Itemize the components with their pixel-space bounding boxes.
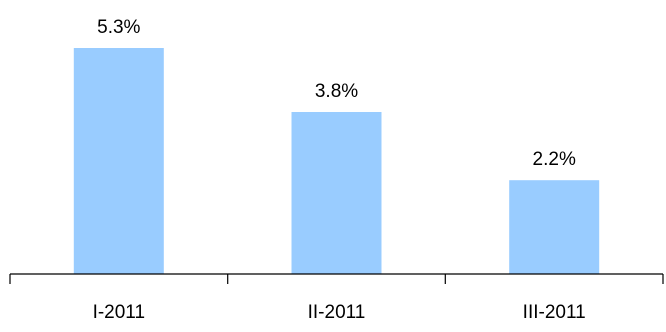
data-label-2: 3.8% [315, 81, 358, 102]
category-labels-group: I-2011 II-2011 III-2011 [93, 302, 586, 323]
category-label-2: II-2011 [308, 302, 366, 323]
bar-1 [73, 48, 164, 274]
category-label-1: I-2011 [93, 302, 145, 323]
data-label-1: 5.3% [97, 17, 140, 38]
x-axis [9, 273, 664, 284]
data-label-3: 2.2% [533, 149, 576, 170]
bar-3 [509, 180, 600, 274]
bars-group [73, 48, 600, 274]
data-labels-group: 5.3% 3.8% 2.2% [97, 17, 576, 170]
bar-2 [291, 112, 382, 274]
category-label-3: III-2011 [523, 302, 586, 323]
